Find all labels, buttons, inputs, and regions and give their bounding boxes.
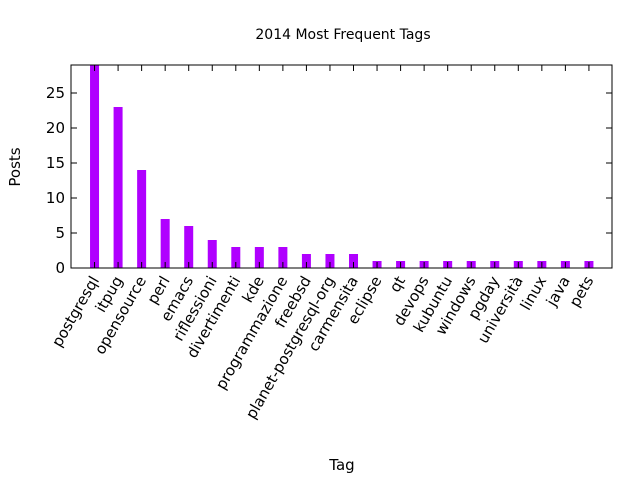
y-tick-label: 10 xyxy=(46,189,65,207)
bar-kde xyxy=(254,247,264,268)
y-tick-label: 20 xyxy=(46,119,65,137)
x-tick-label: postgresql xyxy=(48,273,103,350)
bar-opensource xyxy=(137,170,147,268)
y-tick-label: 15 xyxy=(46,154,65,172)
bar-programmazione xyxy=(278,247,288,268)
y-tick-label: 5 xyxy=(55,224,65,242)
bar-divertimenti xyxy=(231,247,241,268)
bar-carmensita xyxy=(349,254,359,268)
bar-riflessioni xyxy=(207,240,217,268)
x-tick-label: pets xyxy=(566,273,598,310)
x-axis-label: Tag xyxy=(328,456,354,474)
bars-group xyxy=(90,65,594,268)
y-axis-label: Posts xyxy=(6,147,24,186)
bar-freebsd xyxy=(301,254,311,268)
bar-perl xyxy=(160,219,170,268)
bar-postgresql xyxy=(90,65,100,268)
bar-planet-postgresql-org xyxy=(325,254,335,268)
x-tick-label: linux xyxy=(517,273,551,313)
chart-title: 2014 Most Frequent Tags xyxy=(255,27,430,43)
y-tick-label: 0 xyxy=(55,259,65,277)
x-tick-label: java xyxy=(542,273,574,310)
y-tick-label: 25 xyxy=(46,84,65,102)
x-axis: postgresqlitpugopensourceperlemacsrifles… xyxy=(48,65,597,422)
y-axis: 0 5 10 15 20 25 xyxy=(46,84,612,277)
bar-emacs xyxy=(184,226,194,268)
plot-frame xyxy=(70,64,613,269)
bar-itpug xyxy=(113,107,123,268)
